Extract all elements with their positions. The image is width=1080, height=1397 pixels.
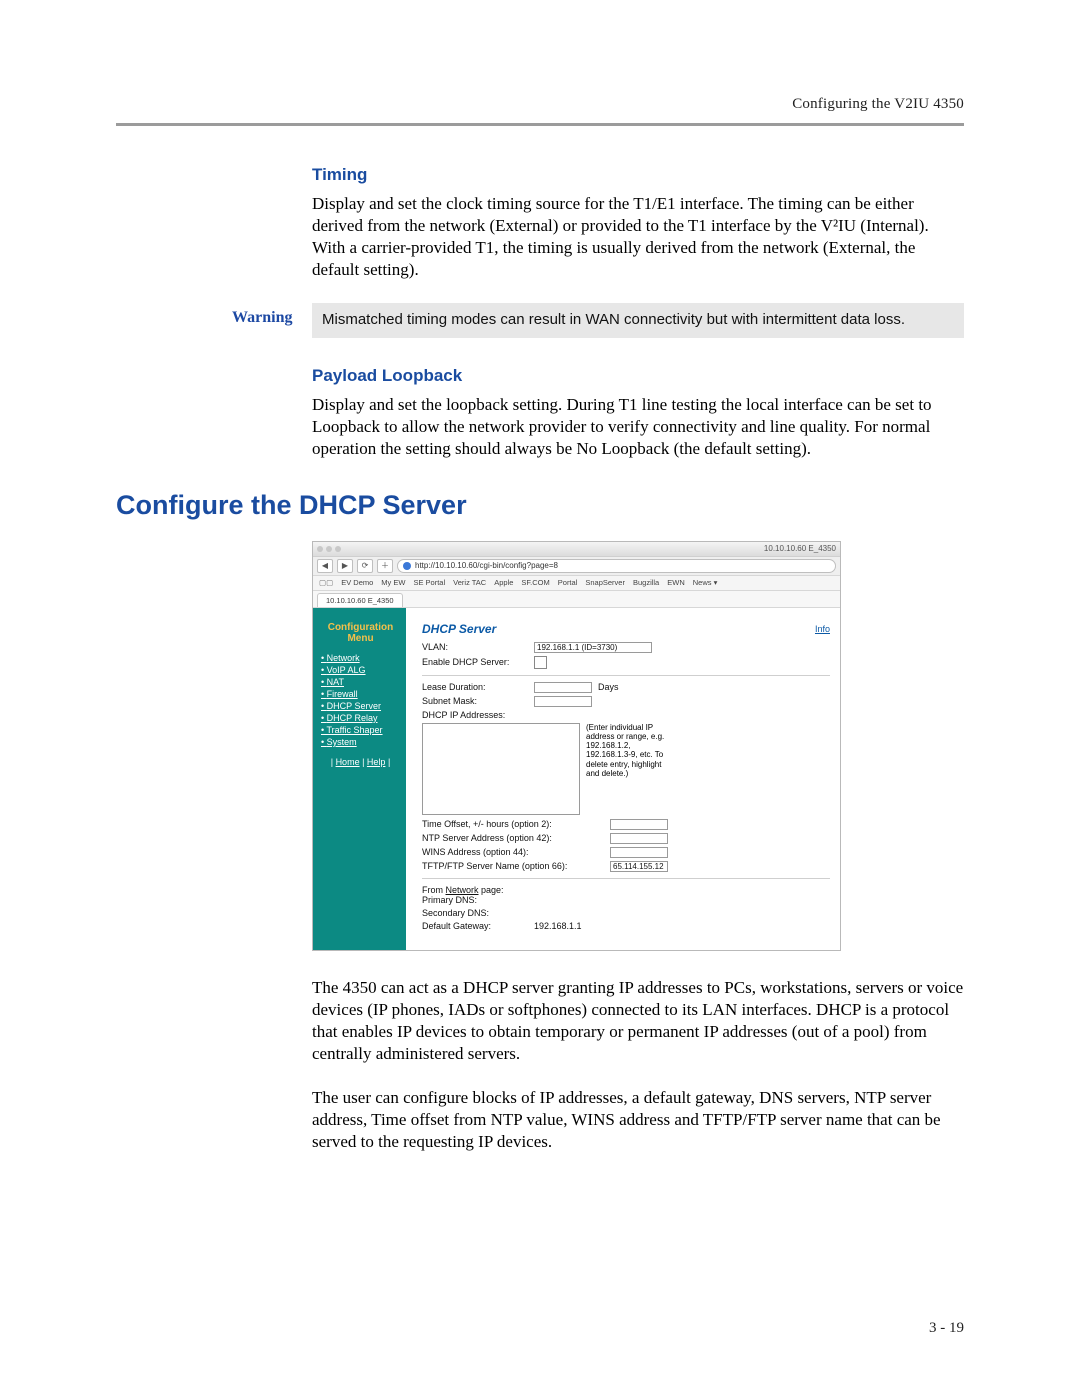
bookmarks-icon: ▢▢ <box>319 578 333 587</box>
bookmark-item[interactable]: SE Portal <box>413 578 445 587</box>
bookmark-item[interactable]: Portal <box>558 578 578 587</box>
gateway-value: 192.168.1.1 <box>534 921 582 931</box>
minimize-icon[interactable] <box>326 546 332 552</box>
bookmark-item[interactable]: EWN <box>667 578 685 587</box>
dhcp-ip-help: (Enter individual IP address or range, e… <box>586 723 672 778</box>
traffic-lights <box>317 546 341 552</box>
page-number: 3 - 19 <box>929 1320 964 1337</box>
enable-dhcp-label: Enable DHCP Server: <box>422 657 534 667</box>
forward-button[interactable]: ▶ <box>337 559 353 573</box>
running-head: Configuring the V2IU 4350 <box>116 96 964 113</box>
dhcp-ip-textarea[interactable] <box>422 723 580 815</box>
bookmark-item[interactable]: SnapServer <box>585 578 625 587</box>
body-timing: Display and set the clock timing source … <box>312 193 964 281</box>
opt44-input[interactable] <box>610 847 668 858</box>
sidebar-item-system[interactable]: System <box>321 737 400 747</box>
info-link[interactable]: Info <box>815 624 830 634</box>
vlan-select[interactable]: 192.168.1.1 (ID=3730) <box>534 642 652 653</box>
sidebar-item-dhcp-relay[interactable]: DHCP Relay <box>321 713 400 723</box>
bookmark-item[interactable]: Bugzilla <box>633 578 659 587</box>
subnet-label: Subnet Mask: <box>422 696 534 706</box>
gateway-label: Default Gateway: <box>422 921 534 931</box>
divider <box>422 878 830 879</box>
sidebar-item-voip-alg[interactable]: VoIP ALG <box>321 665 400 675</box>
bookmark-item[interactable]: EV Demo <box>341 578 373 587</box>
sidebar-item-network[interactable]: Network <box>321 653 400 663</box>
screenshot-browser-window: 10.10.10.60 E_4350 ◀ ▶ ⟳ ＋ http://10.10.… <box>312 541 841 951</box>
add-button[interactable]: ＋ <box>377 559 393 573</box>
warning-label: Warning <box>232 303 312 327</box>
page: Configuring the V2IU 4350 Timing Display… <box>0 0 1080 1397</box>
favicon-icon <box>403 562 411 570</box>
sidebar-help-link[interactable]: Help <box>367 757 386 767</box>
opt66-input[interactable]: 65.114.155.12 <box>610 861 668 872</box>
bookmark-item[interactable]: SF.COM <box>521 578 549 587</box>
bookmark-item[interactable]: News ▾ <box>693 578 718 587</box>
reload-button[interactable]: ⟳ <box>357 559 373 573</box>
url-text: http://10.10.10.60/cgi-bin/config?page=8 <box>415 561 558 570</box>
lease-label: Lease Duration: <box>422 682 534 692</box>
heading-timing: Timing <box>312 165 964 185</box>
opt2-input[interactable] <box>610 819 668 830</box>
opt2-label: Time Offset, +/- hours (option 2): <box>422 819 610 829</box>
sidebar-footer: | Home | Help | <box>321 757 400 767</box>
from-network-label: From Network page: <box>422 885 830 895</box>
sidebar-item-traffic-shaper[interactable]: Traffic Shaper <box>321 725 400 735</box>
opt42-input[interactable] <box>610 833 668 844</box>
opt44-label: WINS Address (option 44): <box>422 847 610 857</box>
zoom-icon[interactable] <box>335 546 341 552</box>
sidebar: Configuration Menu Network VoIP ALG NAT … <box>313 608 406 950</box>
subnet-input[interactable] <box>534 696 592 707</box>
heading-payload: Payload Loopback <box>312 366 964 386</box>
lease-input[interactable] <box>534 682 592 693</box>
body-dhcp-2: The user can configure blocks of IP addr… <box>312 1087 964 1153</box>
close-icon[interactable] <box>317 546 323 552</box>
tab-bar: 10.10.10.60 E_4350 <box>313 591 840 608</box>
vlan-label: VLAN: <box>422 642 534 652</box>
secondary-dns-label: Secondary DNS: <box>422 908 534 918</box>
lease-unit: Days <box>598 682 619 692</box>
bookmark-item[interactable]: Apple <box>494 578 513 587</box>
sidebar-home-link[interactable]: Home <box>336 757 360 767</box>
browser-toolbar: ◀ ▶ ⟳ ＋ http://10.10.10.60/cgi-bin/confi… <box>313 557 840 576</box>
sidebar-title: Configuration Menu <box>321 622 400 645</box>
header-rule <box>116 123 964 126</box>
body-payload: Display and set the loopback setting. Du… <box>312 394 964 460</box>
window-titlebar: 10.10.10.60 E_4350 <box>313 542 840 557</box>
browser-tab[interactable]: 10.10.10.60 E_4350 <box>317 593 403 607</box>
url-field[interactable]: http://10.10.10.60/cgi-bin/config?page=8 <box>397 559 836 573</box>
bookmarks-bar: ▢▢ EV Demo My EW SE Portal Veriz TAC App… <box>313 576 840 591</box>
warning-block: Warning Mismatched timing modes can resu… <box>232 303 964 337</box>
main-panel: DHCP Server Info VLAN: 192.168.1.1 (ID=3… <box>406 608 840 950</box>
heading-dhcp: Configure the DHCP Server <box>116 490 964 521</box>
opt42-label: NTP Server Address (option 42): <box>422 833 610 843</box>
opt66-label: TFTP/FTP Server Name (option 66): <box>422 861 610 871</box>
sidebar-item-dhcp-server[interactable]: DHCP Server <box>321 701 400 711</box>
bookmark-item[interactable]: My EW <box>381 578 405 587</box>
bookmark-item[interactable]: Veriz TAC <box>453 578 486 587</box>
network-page-link[interactable]: Network <box>446 885 479 895</box>
panel-title: DHCP Server <box>422 622 496 636</box>
warning-text: Mismatched timing modes can result in WA… <box>312 303 964 337</box>
enable-dhcp-checkbox[interactable] <box>534 656 547 669</box>
divider <box>422 675 830 676</box>
dhcp-ip-label: DHCP IP Addresses: <box>422 710 534 720</box>
body-dhcp-1: The 4350 can act as a DHCP server granti… <box>312 977 964 1065</box>
sidebar-item-nat[interactable]: NAT <box>321 677 400 687</box>
window-title: 10.10.10.60 E_4350 <box>347 544 836 553</box>
back-button[interactable]: ◀ <box>317 559 333 573</box>
sidebar-item-firewall[interactable]: Firewall <box>321 689 400 699</box>
primary-dns-label: Primary DNS: <box>422 895 534 905</box>
